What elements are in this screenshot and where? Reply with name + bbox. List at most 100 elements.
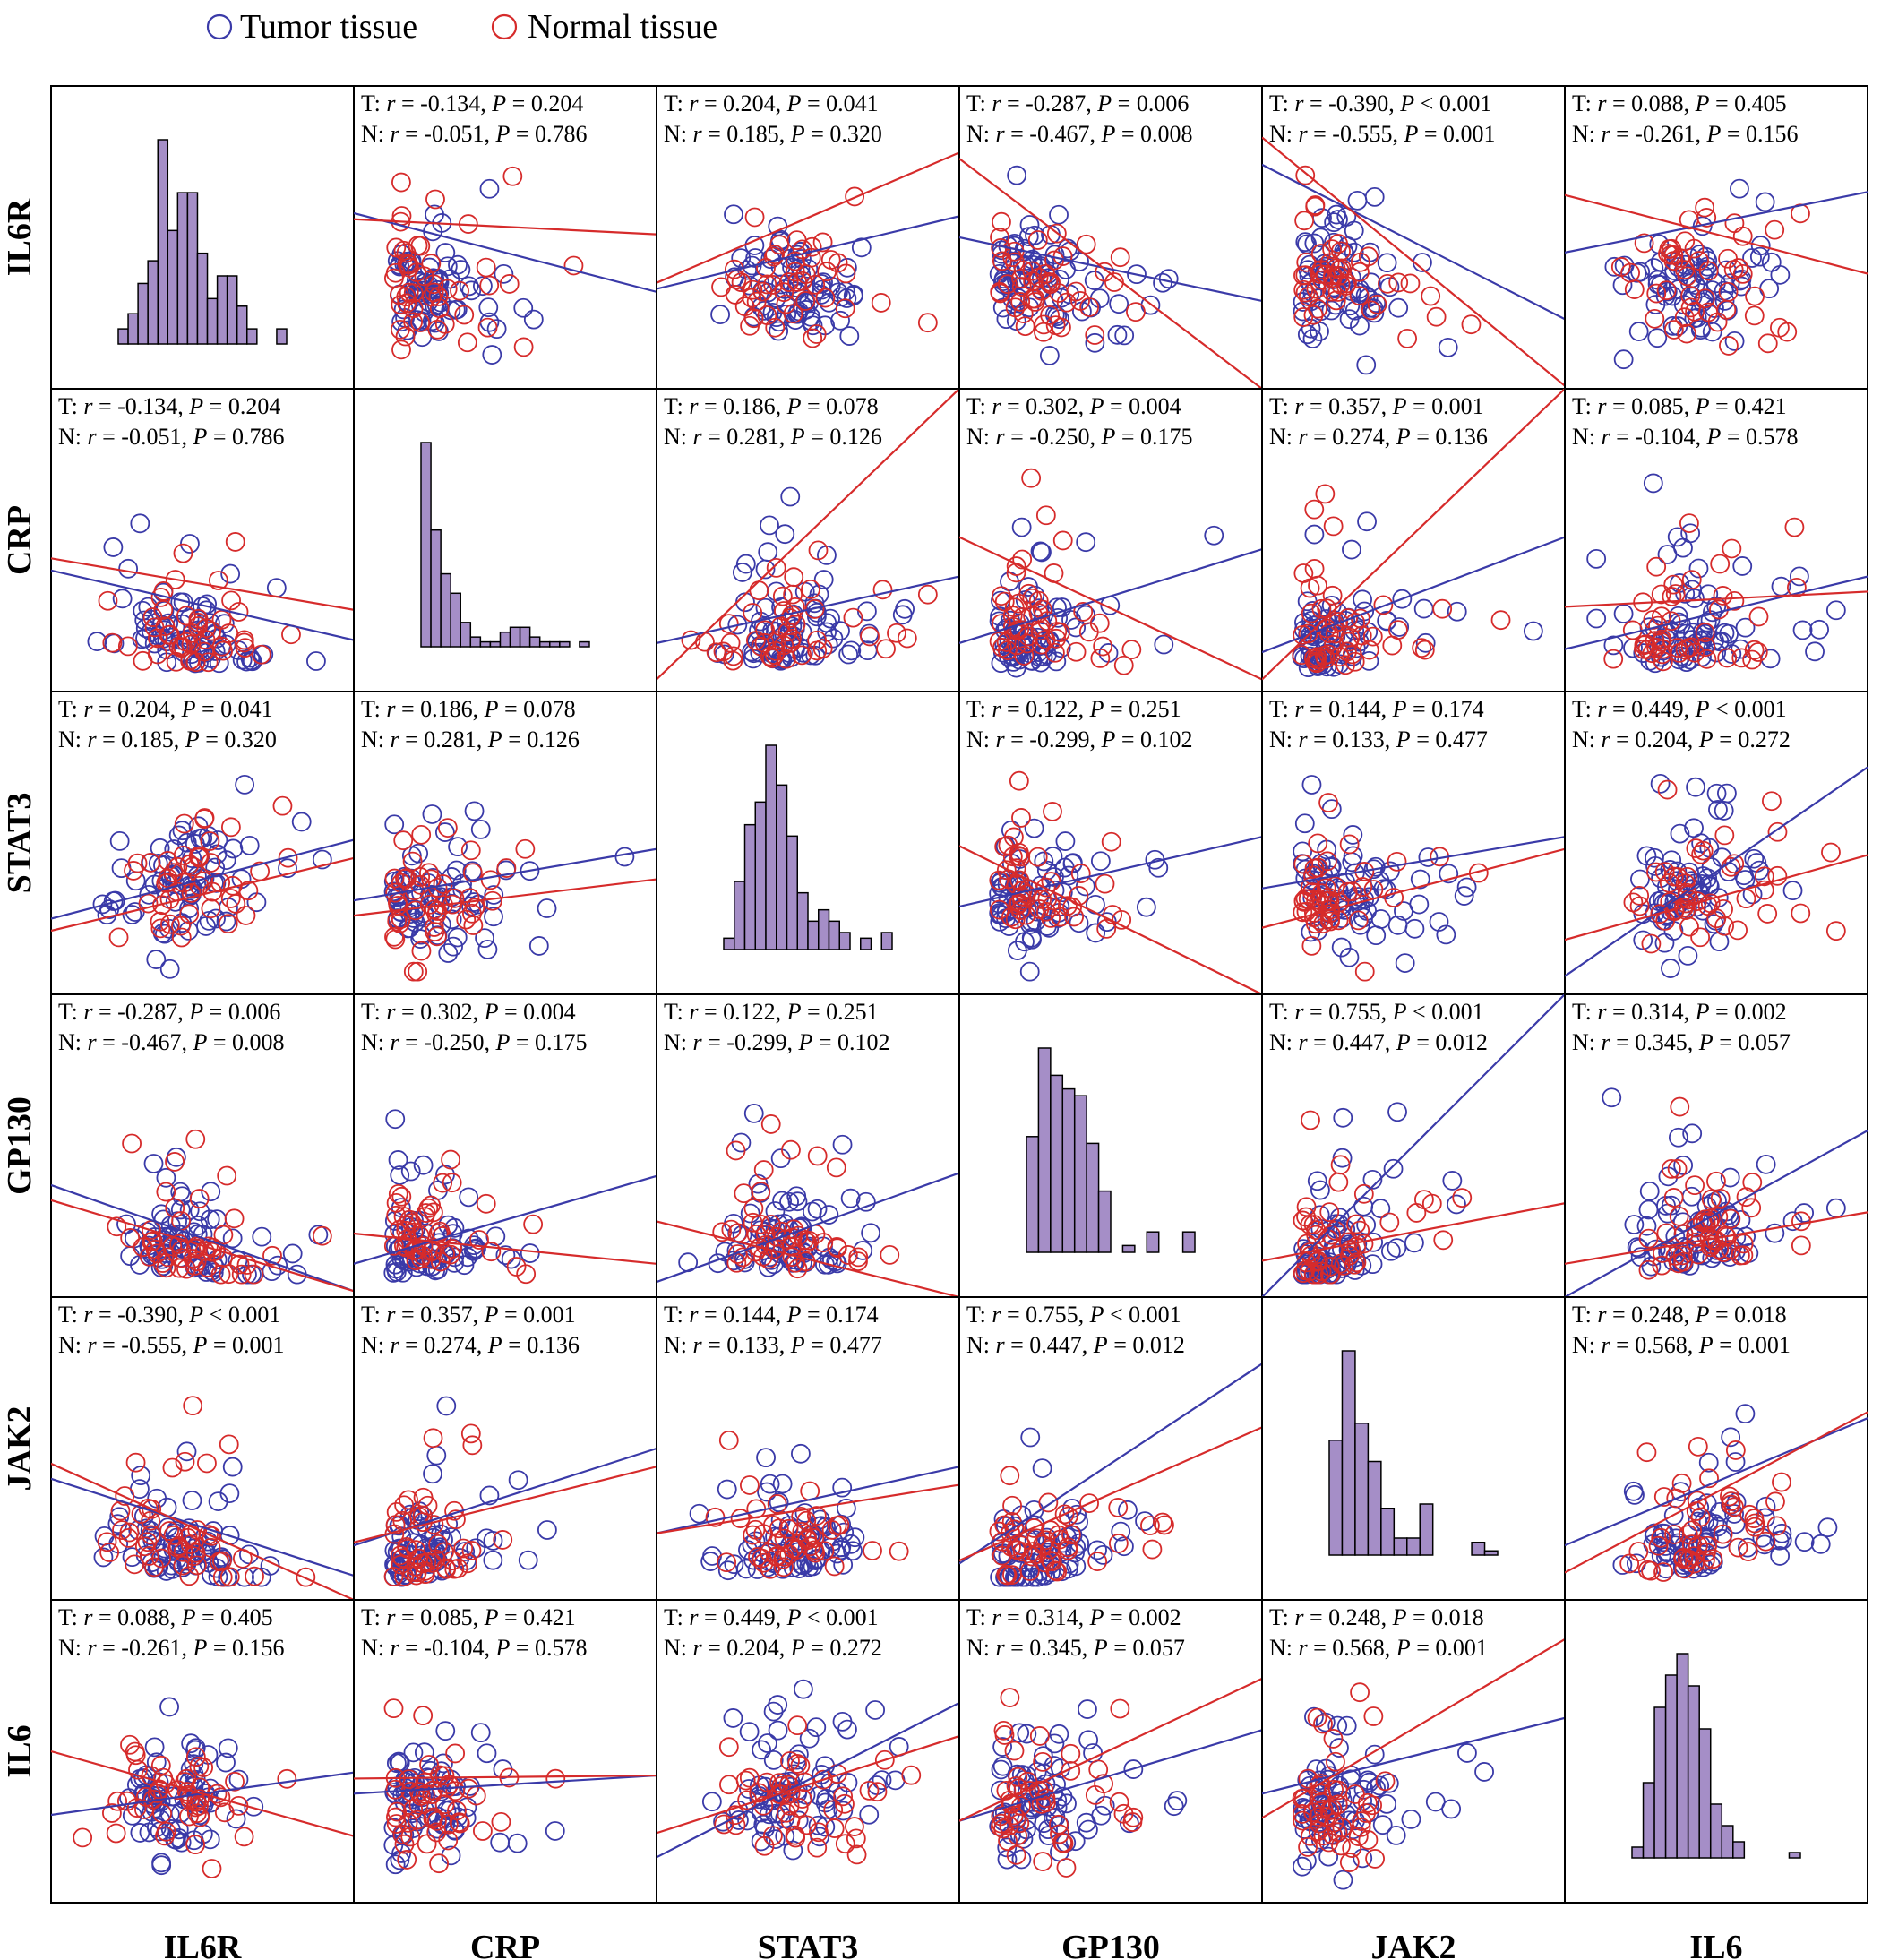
scatter-plot bbox=[1262, 994, 1565, 1297]
tumor-point bbox=[1782, 881, 1803, 901]
normal-point bbox=[1054, 1504, 1075, 1525]
tumor-point bbox=[1749, 246, 1770, 267]
normal-point bbox=[750, 1214, 770, 1234]
normal-point bbox=[1307, 1707, 1327, 1728]
normal-point bbox=[211, 609, 232, 630]
tumor-point bbox=[1636, 846, 1657, 866]
scatter-plot bbox=[1262, 136, 1565, 387]
tumor-point bbox=[1749, 860, 1769, 881]
normal-point bbox=[1007, 620, 1026, 640]
normal-point bbox=[393, 830, 414, 851]
tumor-point bbox=[470, 820, 491, 839]
normal-point bbox=[1690, 1507, 1711, 1527]
normal-point bbox=[733, 1247, 753, 1268]
tumor-fit-line bbox=[51, 569, 354, 641]
tumor-point bbox=[1091, 1805, 1112, 1826]
tumor-point bbox=[146, 950, 167, 969]
normal-point bbox=[160, 914, 180, 934]
normal-point bbox=[1315, 484, 1336, 504]
tumor-point bbox=[384, 814, 405, 835]
normal-point bbox=[1662, 587, 1682, 606]
normal-point bbox=[415, 1784, 435, 1804]
normal-point bbox=[417, 1495, 438, 1516]
stat-tumor-text: T: r = 0.449, P < 0.001 bbox=[1572, 696, 1787, 722]
normal-point bbox=[814, 1541, 835, 1561]
tumor-point bbox=[1698, 1452, 1719, 1473]
tumor-point bbox=[1474, 1762, 1494, 1782]
tumor-fit-line bbox=[959, 1729, 1262, 1822]
normal-point bbox=[144, 617, 165, 638]
normal-point bbox=[442, 1173, 462, 1193]
tumor-point bbox=[1392, 589, 1413, 609]
tumor-point bbox=[1639, 1181, 1660, 1201]
normal-point bbox=[1048, 1525, 1069, 1545]
tumor-point bbox=[1118, 1500, 1138, 1520]
normal-point bbox=[462, 1435, 483, 1456]
normal-point bbox=[1684, 1546, 1705, 1566]
normal-point bbox=[1043, 802, 1062, 821]
scatter-plot bbox=[657, 151, 959, 348]
normal-point bbox=[1656, 280, 1677, 301]
tumor-point bbox=[441, 300, 461, 321]
normal-point bbox=[1056, 292, 1077, 313]
normal-point bbox=[1298, 1836, 1318, 1857]
tumor-point bbox=[1602, 1087, 1622, 1108]
normal-point bbox=[1349, 286, 1370, 305]
normal-point bbox=[734, 1183, 754, 1204]
normal-point bbox=[153, 1767, 174, 1788]
normal-point bbox=[1035, 877, 1056, 898]
tumor-point bbox=[1343, 825, 1363, 845]
tumor-point bbox=[757, 1482, 777, 1502]
histogram-bar bbox=[276, 328, 288, 345]
histogram-bar bbox=[1367, 1460, 1382, 1556]
normal-point bbox=[1022, 588, 1043, 608]
normal-point bbox=[996, 860, 1017, 881]
normal-point bbox=[502, 166, 523, 186]
tumor-point bbox=[388, 1150, 408, 1170]
tumor-point bbox=[385, 1854, 406, 1875]
normal-fit-line bbox=[959, 1426, 1262, 1562]
normal-point bbox=[1665, 1246, 1686, 1266]
tumor-point bbox=[1366, 925, 1387, 946]
normal-point bbox=[1426, 306, 1447, 327]
histogram-bar bbox=[246, 328, 258, 345]
normal-fit-line bbox=[1262, 1202, 1565, 1262]
tumor-point bbox=[156, 1167, 176, 1188]
normal-point bbox=[784, 567, 804, 588]
tumor-point bbox=[1720, 1247, 1740, 1268]
normal-point bbox=[476, 257, 496, 278]
normal-point bbox=[144, 1557, 164, 1577]
normal-point bbox=[142, 607, 163, 627]
normal-point bbox=[1365, 1849, 1385, 1869]
normal-point bbox=[1002, 1565, 1022, 1585]
normal-point bbox=[1316, 264, 1336, 285]
tumor-point bbox=[523, 309, 544, 330]
normal-point bbox=[1324, 635, 1344, 655]
normal-point bbox=[1703, 1549, 1723, 1569]
normal-point bbox=[1301, 1110, 1320, 1130]
tumor-point bbox=[780, 486, 801, 507]
normal-point bbox=[167, 1537, 187, 1558]
stat-tumor-text: T: r = 0.204, P = 0.041 bbox=[58, 696, 273, 722]
normal-point bbox=[434, 895, 453, 915]
normal-point bbox=[394, 1834, 415, 1854]
normal-point bbox=[1673, 1547, 1694, 1568]
normal-point bbox=[415, 1561, 435, 1581]
tumor-point bbox=[1377, 253, 1397, 273]
tumor-point bbox=[1093, 1544, 1113, 1565]
histogram-bar bbox=[1709, 1803, 1723, 1859]
tumor-point bbox=[1429, 912, 1449, 932]
normal-point bbox=[763, 246, 784, 267]
normal-point bbox=[804, 1528, 825, 1548]
normal-point bbox=[277, 1768, 297, 1789]
normal-point bbox=[792, 645, 812, 666]
tumor-point bbox=[1447, 601, 1467, 622]
scatter-plot bbox=[959, 770, 1262, 994]
tumor-point bbox=[783, 1840, 803, 1861]
normal-point bbox=[1033, 1852, 1053, 1871]
normal-point bbox=[152, 1803, 172, 1824]
normal-point bbox=[996, 1564, 1017, 1585]
normal-point bbox=[783, 1538, 803, 1559]
histogram-bar bbox=[216, 275, 228, 345]
